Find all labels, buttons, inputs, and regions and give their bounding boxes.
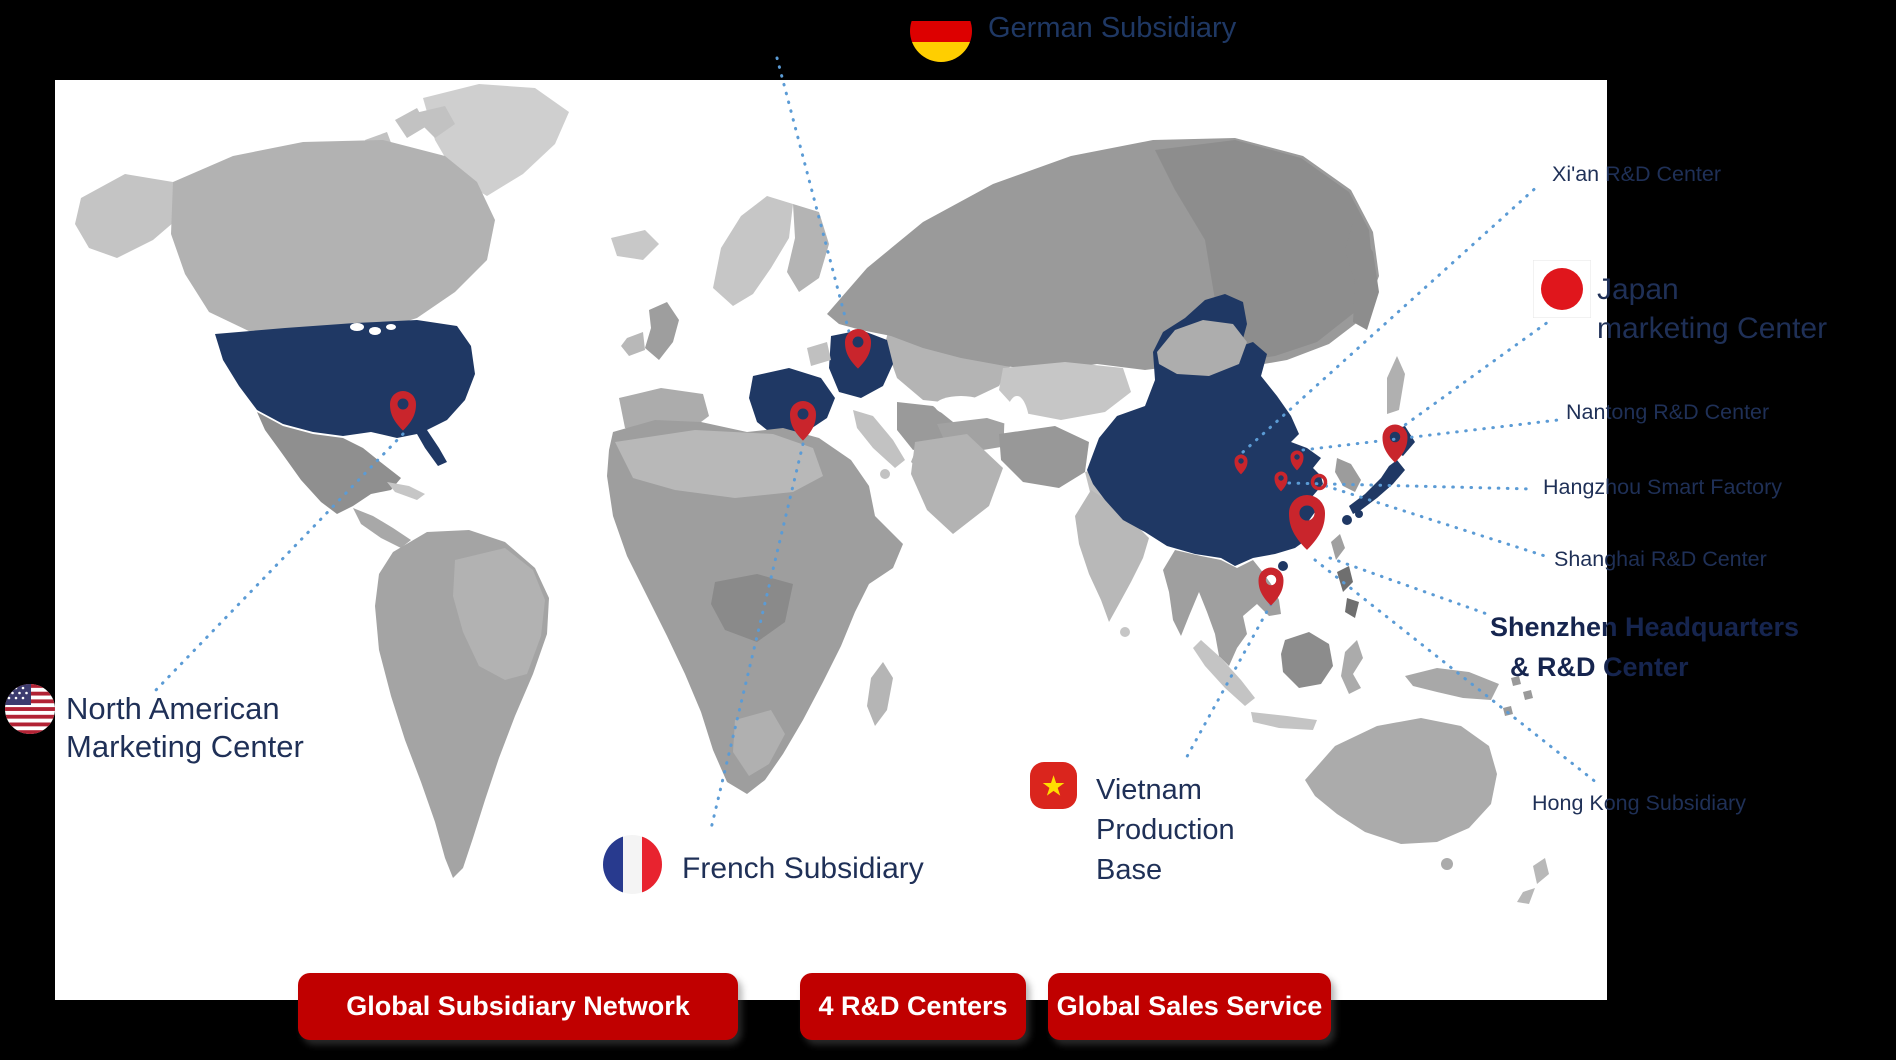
island-sakhalin [1387,356,1405,414]
usa-flag-icon [5,684,55,734]
button-global-subsidiary-network[interactable]: Global Subsidiary Network [298,973,738,1040]
region-balkans [897,402,953,450]
vietnam-star-icon: ★ [1041,771,1066,802]
country-korea [1335,458,1361,492]
label-hong-kong-subsidiary: Hong Kong Subsidiary [1532,791,1746,815]
islands-philippines [1337,566,1359,618]
great-lakes [350,323,364,331]
country-italy [853,410,905,468]
label-vietnam-line1: Vietnam [1096,774,1202,806]
country-japan-kyushu [1342,515,1352,525]
country-finland [787,204,829,292]
region-brazil [453,548,545,680]
label-vietnam-production-base: Vietnam Production Base [1096,770,1235,890]
label-shenzhen-line1: Shenzhen Headquarters [1490,612,1800,642]
label-vietnam-line2: Production [1096,814,1235,846]
island-new-guinea [1405,668,1499,700]
label-na-line2: Marketing Center [66,729,304,764]
japan-flag-icon [1533,260,1591,318]
label-german-subsidiary: German Subsidiary [988,12,1237,44]
island-hainan [1278,561,1288,571]
country-mongolia [1157,320,1247,376]
label-shanghai-rd-center: Shanghai R&D Center [1554,547,1767,571]
label-french-subsidiary: French Subsidiary [682,852,924,885]
label-japan-marketing-center: Japan marketing Center [1597,270,1827,348]
vietnam-flag-icon: ★ [1030,762,1077,809]
country-australia [1305,718,1497,844]
germany-flag-icon [910,0,972,62]
island-madagascar [867,662,893,726]
island-taiwan [1331,534,1345,560]
label-japan-line2: marketing Center [1597,312,1828,345]
country-japan-hokkaido [1387,426,1415,456]
region-scandinavia [713,196,793,306]
island-sri-lanka [1120,627,1130,637]
region-benelux [807,342,831,366]
island-borneo [1281,632,1333,688]
label-shenzhen-line2: & R&D Center [1510,652,1689,682]
button-global-sales-service[interactable]: Global Sales Service [1048,973,1331,1040]
country-iran [999,426,1089,488]
label-nantong-rd-center: Nantong R&D Center [1566,400,1770,424]
island-cuba [387,482,425,500]
label-na-line1: North American [66,691,280,726]
button-4-rd-centers[interactable]: 4 R&D Centers [800,973,1026,1040]
island-sulawesi [1341,640,1363,694]
region-central-america [353,508,411,548]
label-xian-rd-center: Xi'an R&D Center [1552,162,1722,186]
country-canada [171,140,495,340]
country-new-zealand [1517,858,1549,904]
island-java [1251,712,1317,730]
region-arabia [911,434,1003,534]
region-alaska [75,174,181,258]
country-iceland [611,230,659,260]
great-lakes [386,324,396,330]
great-lakes [369,327,381,335]
island-sicily [880,469,890,479]
label-vietnam-line3: Base [1096,854,1163,886]
label-japan-line1: Japan [1597,273,1679,306]
island-tasmania [1441,858,1453,870]
black-sea [935,396,987,416]
country-germany-highlight [829,330,893,398]
label-hangzhou-smart-factory: Hangzhou Smart Factory [1543,475,1782,499]
country-ireland [621,332,645,356]
country-france-highlight [749,368,835,438]
country-uk [645,302,679,360]
label-shenzhen-headquarters: Shenzhen Headquarters & R&D Center [1490,607,1799,687]
country-japan-shikoku [1355,510,1363,518]
label-north-american-marketing-center: North American Marketing Center [66,690,304,766]
region-indochina [1163,550,1281,666]
country-kazakhstan [999,362,1131,420]
france-flag-icon [603,835,662,894]
